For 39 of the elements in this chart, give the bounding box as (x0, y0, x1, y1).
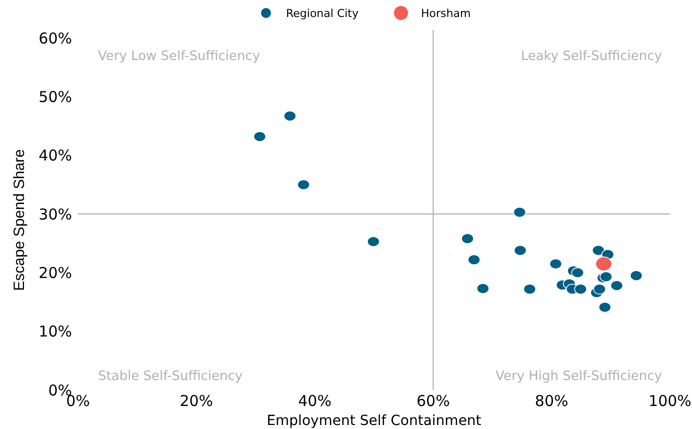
y-tick-label: 40% (38, 146, 72, 165)
point (514, 244, 527, 256)
point (574, 284, 588, 294)
point (253, 131, 266, 142)
y-tick-label: 10% (38, 322, 72, 341)
annotation: Very High Self-Sufficiency (496, 369, 662, 384)
point (592, 244, 605, 256)
x-tick-label: 60% (416, 392, 450, 410)
point (593, 284, 606, 294)
point (476, 283, 490, 294)
legend-label: Regional City (286, 6, 359, 20)
annotation: Leaky Self-Sufficiency (520, 49, 662, 64)
point (513, 206, 526, 218)
point (297, 179, 310, 190)
point (610, 280, 624, 291)
point (468, 254, 480, 266)
x-tick-label: 40% (298, 392, 332, 410)
legend-label: Horsham (421, 6, 471, 20)
x-tick-label: 100% (648, 392, 692, 410)
y-axis-title: Escape Spend Share (11, 149, 28, 291)
y-tick-label: 20% (38, 264, 72, 282)
point (598, 302, 612, 313)
point (571, 267, 584, 278)
y-tick-label: 60% (38, 29, 72, 48)
annotation: Very Low Self-Sufficiency (98, 49, 260, 64)
point (367, 236, 380, 247)
point (549, 258, 562, 270)
point (630, 270, 643, 281)
point (461, 233, 474, 244)
point (600, 271, 612, 282)
y-tick-label: 50% (38, 88, 72, 106)
point (595, 256, 612, 272)
annotation: Stable Self-Sufficiency (98, 369, 243, 384)
point (523, 284, 536, 294)
point (284, 110, 296, 122)
x-tick-label: 20% (180, 392, 214, 410)
y-tick-label: 30% (38, 205, 72, 224)
x-tick-label: 80% (534, 392, 568, 410)
x-axis-title: Employment Self Containment (266, 413, 482, 429)
